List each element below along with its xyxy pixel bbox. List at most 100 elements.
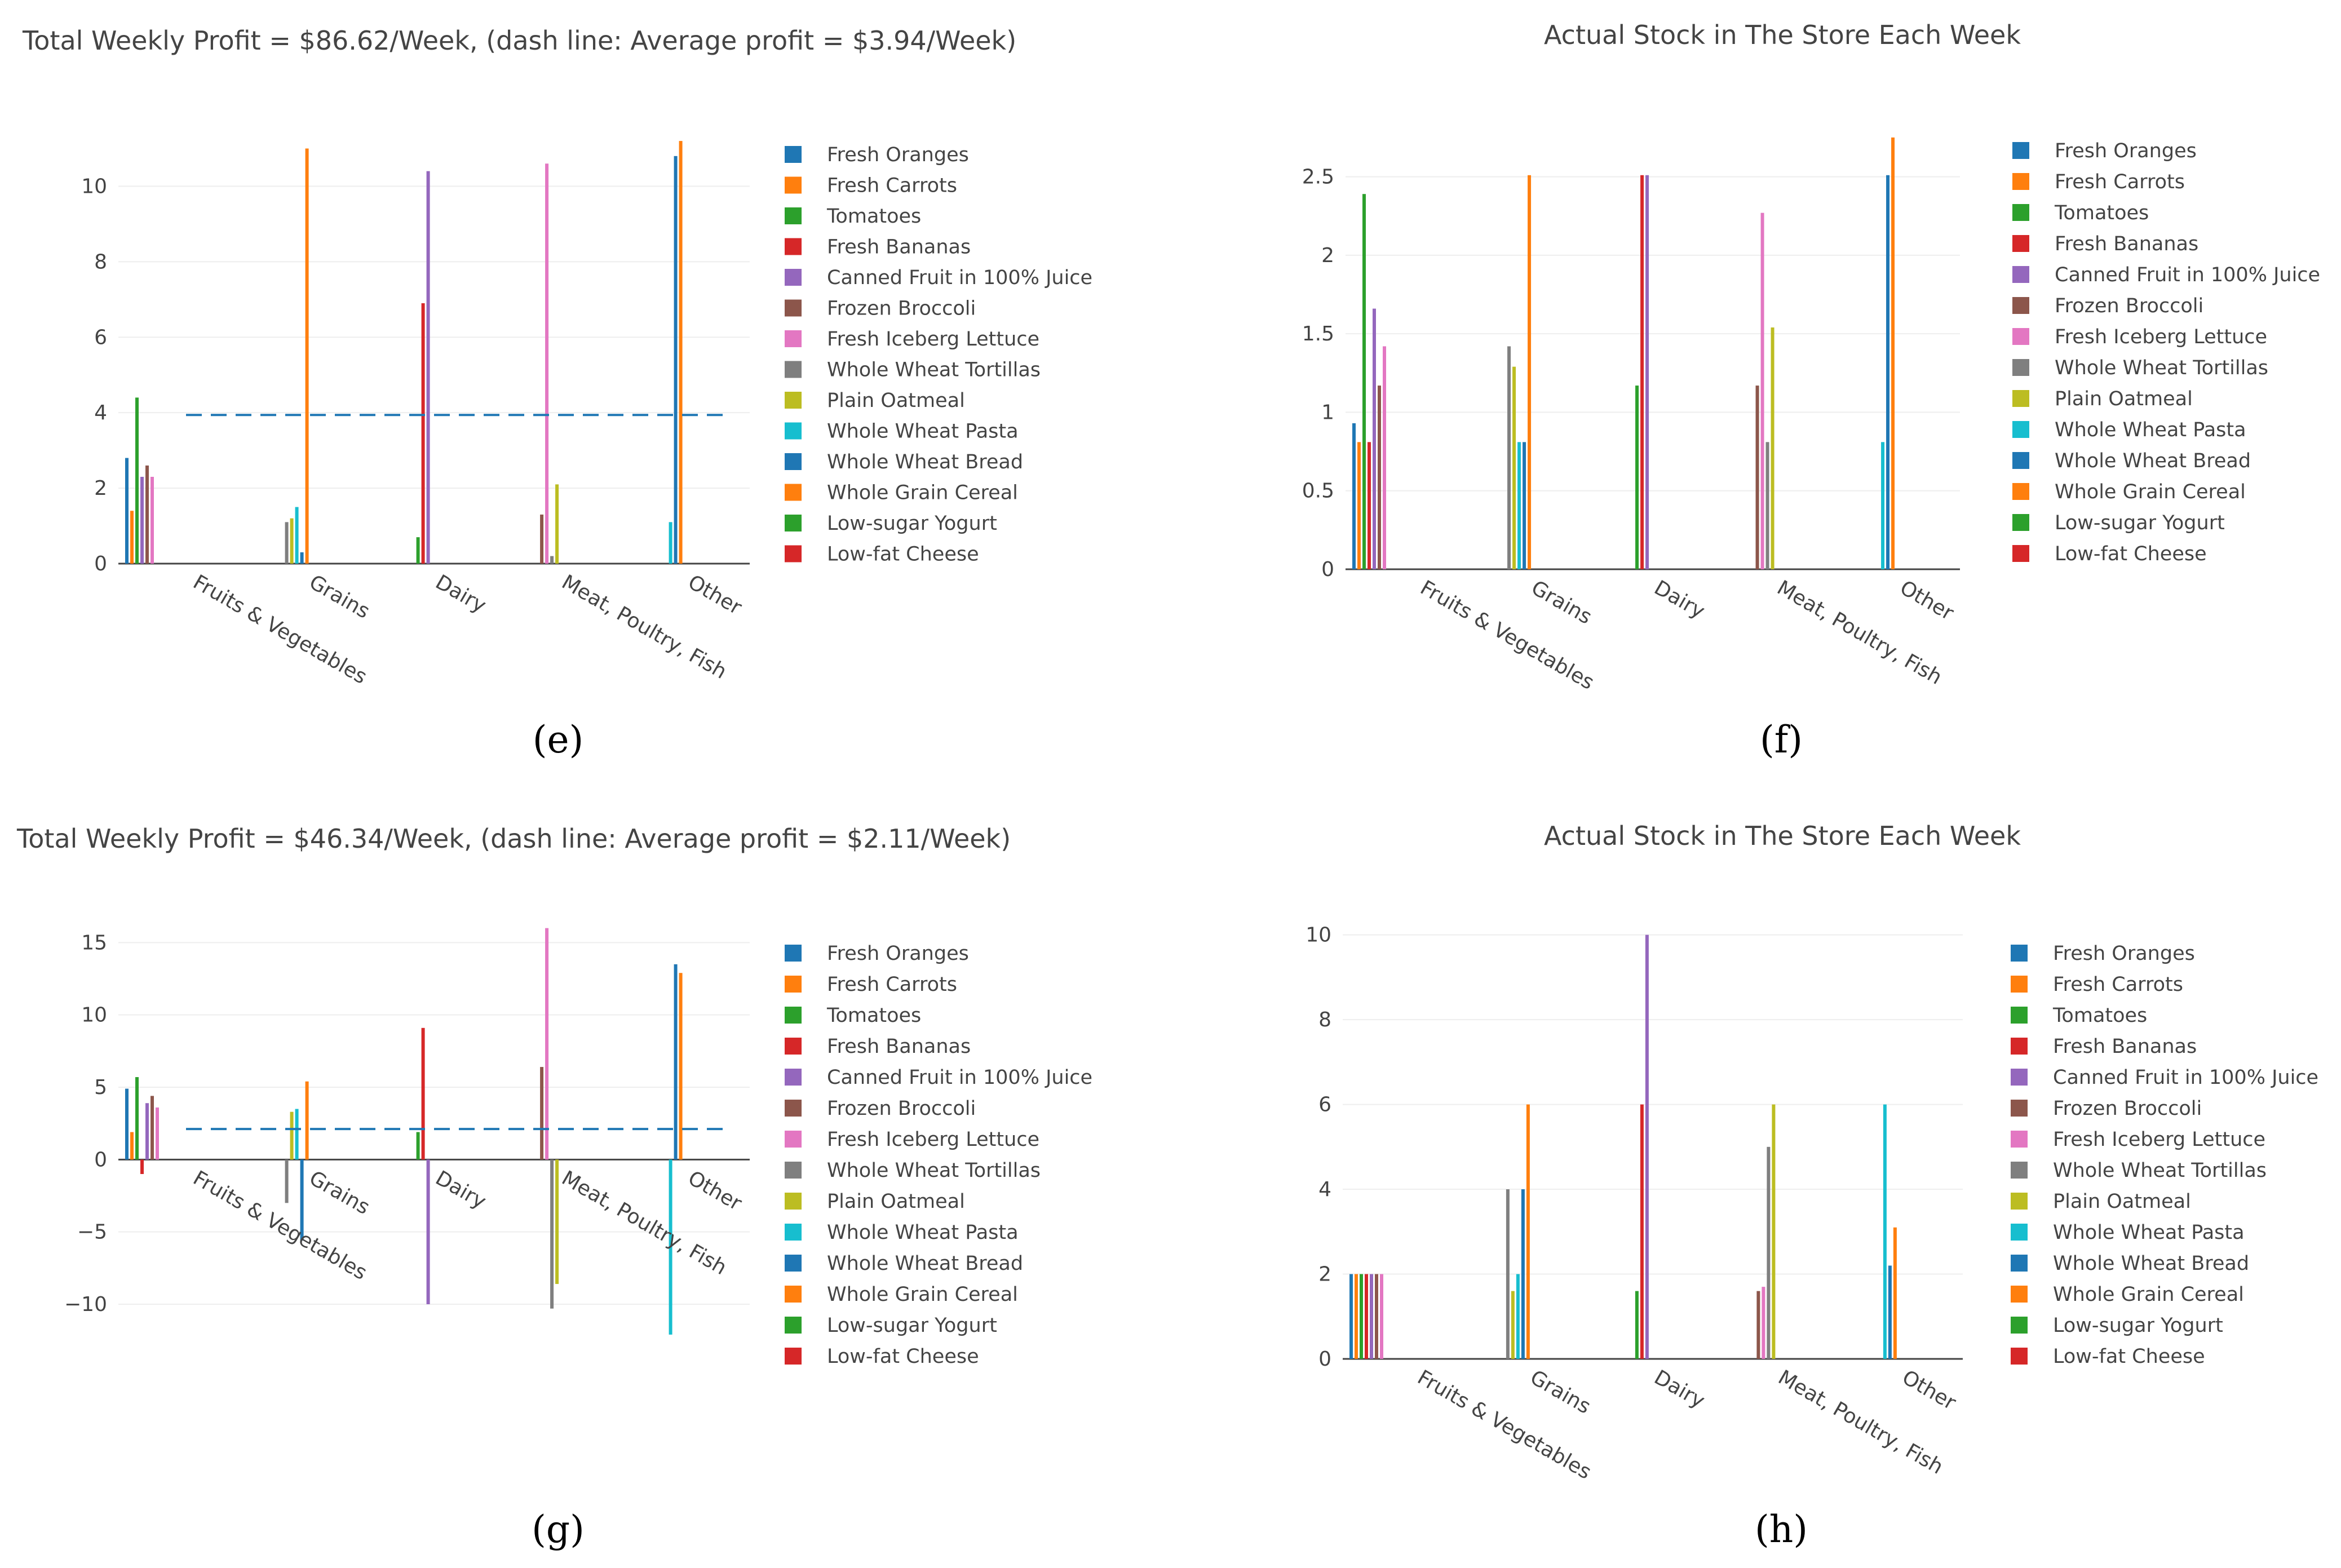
y-tick-label: 5 <box>94 1076 107 1099</box>
legend-swatch-low-sugar-yogurt <box>2012 514 2029 531</box>
y-tick-label: 6 <box>94 326 107 349</box>
y-tick-label: 0.5 <box>1302 480 1334 503</box>
bar-fresh-bananas <box>1640 175 1644 569</box>
bar-low-sugar-yogurt <box>1635 386 1639 569</box>
legend-swatch-plain-oatmeal <box>2011 1193 2028 1210</box>
legend-item-frozen-broccoli: Frozen Broccoli <box>2055 295 2203 317</box>
legend-item-whole-wheat-bread: Whole Wheat Bread <box>827 1252 1023 1275</box>
bar-fresh-iceberg-lettuce <box>545 928 549 1160</box>
legend-swatch-whole-wheat-tortillas <box>785 361 802 378</box>
legend-item-whole-wheat-bread: Whole Wheat Bread <box>827 451 1023 473</box>
bar-fresh-bananas <box>1640 1104 1644 1359</box>
bar-canned-fruit-in-100-juice <box>426 171 430 564</box>
bar-plain-oatmeal <box>1772 1104 1776 1359</box>
legend-item-whole-wheat-tortillas: Whole Wheat Tortillas <box>827 1159 1041 1182</box>
legend-swatch-canned-fruit-in-100-juice <box>2012 266 2029 283</box>
bar-frozen-broccoli <box>540 1067 544 1160</box>
legend-item-low-fat-cheese: Low-fat Cheese <box>827 1345 979 1368</box>
y-tick-label: 1 <box>1321 401 1334 424</box>
legend-swatch-frozen-broccoli <box>785 299 802 317</box>
bar-canned-fruit-in-100-juice <box>1370 1274 1373 1359</box>
bar-whole-wheat-bread <box>1523 442 1526 569</box>
legend-swatch-fresh-oranges <box>785 146 802 163</box>
legend-item-whole-wheat-bread: Whole Wheat Bread <box>2055 450 2251 472</box>
bar-canned-fruit-in-100-juice <box>1645 175 1649 569</box>
legend-swatch-fresh-bananas <box>785 238 802 255</box>
legend-swatch-fresh-iceberg-lettuce <box>785 1131 802 1148</box>
legend-swatch-tomatoes <box>785 1007 802 1024</box>
legend-swatch-fresh-bananas <box>785 1038 802 1055</box>
legend-item-plain-oatmeal: Plain Oatmeal <box>2055 388 2193 410</box>
legend-swatch-low-sugar-yogurt <box>785 1317 802 1334</box>
bar-canned-fruit-in-100-juice <box>1645 934 1649 1359</box>
bar-whole-wheat-tortillas <box>1507 346 1511 569</box>
legend-swatch-fresh-iceberg-lettuce <box>2012 328 2029 345</box>
bar-whole-wheat-tortillas <box>1767 1146 1771 1359</box>
bar-whole-wheat-pasta <box>295 1109 299 1160</box>
legend-item-whole-grain-cereal: Whole Grain Cereal <box>2053 1283 2244 1306</box>
legend-item-frozen-broccoli: Frozen Broccoli <box>2053 1097 2202 1120</box>
legend-swatch-tomatoes <box>2011 1007 2028 1024</box>
legend-swatch-whole-wheat-tortillas <box>2011 1162 2028 1179</box>
bar-tomatoes <box>135 1077 139 1160</box>
x-category-label: Grains <box>1526 1366 1595 1419</box>
legend-item-whole-wheat-tortillas: Whole Wheat Tortillas <box>827 359 1041 382</box>
legend-item-fresh-carrots: Fresh Carrots <box>2055 171 2185 193</box>
legend-item-low-sugar-yogurt: Low-sugar Yogurt <box>2055 512 2225 534</box>
legend-swatch-low-fat-cheese <box>785 545 802 562</box>
y-tick-label: 2.5 <box>1302 166 1334 189</box>
chart-title: Actual Stock in The Store Each Week <box>1544 20 2021 50</box>
legend-item-whole-grain-cereal: Whole Grain Cereal <box>827 482 1018 504</box>
legend-item-fresh-bananas: Fresh Bananas <box>827 1035 971 1058</box>
bar-frozen-broccoli <box>540 514 544 564</box>
legend-item-whole-wheat-tortillas: Whole Wheat Tortillas <box>2055 357 2268 379</box>
legend-swatch-low-fat-cheese <box>785 1348 802 1365</box>
bar-frozen-broccoli <box>1375 1274 1378 1359</box>
y-tick-label: 8 <box>1318 1008 1331 1031</box>
bar-whole-wheat-tortillas <box>285 1159 289 1203</box>
x-category-label: Grains <box>306 1167 374 1220</box>
bar-canned-fruit-in-100-juice <box>1373 308 1376 569</box>
legend-item-whole-wheat-bread: Whole Wheat Bread <box>2053 1252 2249 1275</box>
panel-label: (e) <box>533 718 584 761</box>
bar-fresh-carrots <box>1355 1274 1358 1359</box>
bar-whole-wheat-bread <box>1886 175 1890 569</box>
legend-item-fresh-iceberg-lettuce: Fresh Iceberg Lettuce <box>827 1128 1039 1151</box>
legend-swatch-whole-grain-cereal <box>2011 1286 2028 1303</box>
bar-whole-wheat-bread <box>1888 1265 1892 1359</box>
chart-svg: Total Weekly Profit = $86.62/Week, (dash… <box>22 25 1092 761</box>
legend-item-low-fat-cheese: Low-fat Cheese <box>2053 1345 2205 1368</box>
legend-item-whole-grain-cereal: Whole Grain Cereal <box>2055 481 2246 503</box>
legend-item-canned-fruit-in-100-juice: Canned Fruit in 100% Juice <box>827 1066 1092 1089</box>
bar-plain-oatmeal <box>290 1111 294 1160</box>
bar-whole-wheat-pasta <box>1516 1274 1520 1359</box>
bar-fresh-bananas <box>140 1159 144 1174</box>
bar-whole-grain-cereal <box>305 1081 309 1160</box>
legend-swatch-fresh-oranges <box>785 945 802 962</box>
legend-swatch-frozen-broccoli <box>2012 297 2029 314</box>
y-tick-label: 15 <box>81 931 107 954</box>
legend-swatch-canned-fruit-in-100-juice <box>2011 1069 2028 1086</box>
legend-item-low-sugar-yogurt: Low-sugar Yogurt <box>2053 1314 2223 1337</box>
panel-label: (h) <box>1755 1508 1808 1551</box>
bar-whole-wheat-tortillas <box>285 522 289 564</box>
legend-item-low-fat-cheese: Low-fat Cheese <box>827 543 979 566</box>
legend-swatch-fresh-oranges <box>2011 945 2028 962</box>
bar-fresh-iceberg-lettuce <box>1383 346 1386 569</box>
y-tick-label: 1.5 <box>1302 322 1334 346</box>
bar-whole-grain-cereal <box>679 141 683 564</box>
legend-item-fresh-bananas: Fresh Bananas <box>827 236 971 259</box>
y-tick-label: 0 <box>1318 1348 1331 1371</box>
bar-whole-wheat-tortillas <box>1765 442 1769 569</box>
bar-whole-wheat-pasta <box>1883 1104 1887 1359</box>
legend-swatch-canned-fruit-in-100-juice <box>785 269 802 286</box>
legend-swatch-plain-oatmeal <box>785 392 802 409</box>
x-category-label: Dairy <box>432 570 490 617</box>
chart-svg: Total Weekly Profit = $46.34/Week, (dash… <box>16 823 1092 1551</box>
x-category-label: Grains <box>306 570 374 623</box>
y-tick-label: −10 <box>64 1293 107 1316</box>
bar-frozen-broccoli <box>1755 386 1759 569</box>
bar-whole-wheat-bread <box>300 1159 304 1241</box>
legend-swatch-fresh-bananas <box>2011 1038 2028 1055</box>
legend-swatch-whole-wheat-bread <box>2012 452 2029 469</box>
